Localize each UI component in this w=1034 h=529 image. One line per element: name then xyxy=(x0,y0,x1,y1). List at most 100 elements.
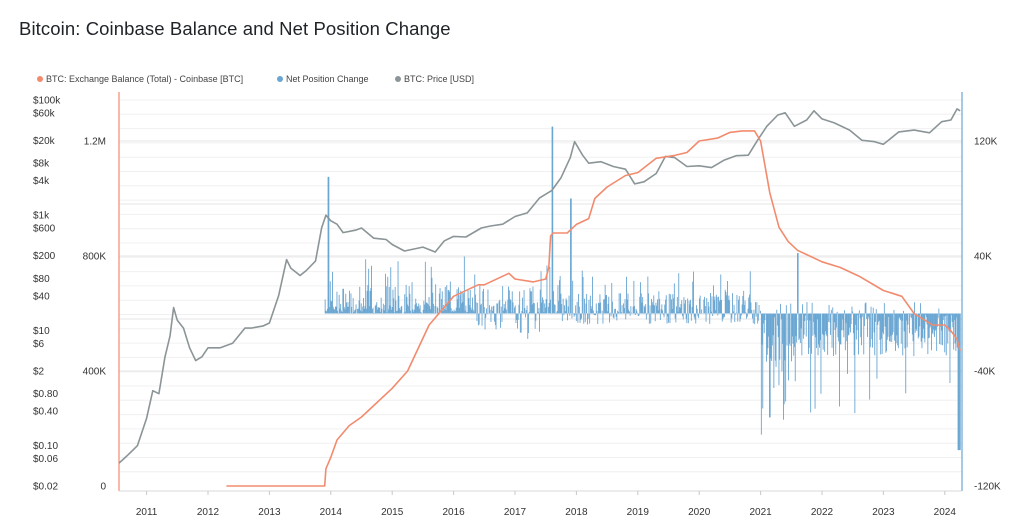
net-position-bar xyxy=(463,293,465,314)
net-position-bar xyxy=(672,294,674,314)
net-position-bar xyxy=(580,313,582,320)
net-position-bar xyxy=(609,312,611,314)
exchange-balance-line xyxy=(226,130,961,487)
net-position-bar xyxy=(659,313,661,320)
net-position-bar xyxy=(541,302,543,314)
net-position-bar xyxy=(348,306,350,314)
net-position-bar xyxy=(892,313,894,333)
net-position-bar xyxy=(732,311,734,314)
net-position-bar xyxy=(928,313,929,339)
net-position-bar xyxy=(363,298,364,314)
net-position-bar xyxy=(522,297,523,314)
net-position-bar xyxy=(663,313,665,318)
net-position-bar xyxy=(780,313,782,320)
net-position-bar xyxy=(472,297,473,314)
net-position-bar xyxy=(774,313,775,318)
net-position-bar xyxy=(651,301,653,314)
net-position-bar xyxy=(340,303,342,314)
net-position-bar xyxy=(520,313,522,333)
net-position-bar xyxy=(940,313,942,345)
net-position-bar xyxy=(503,310,504,314)
net-position-bar xyxy=(485,313,487,318)
net-position-bar xyxy=(934,313,936,331)
balance-tick-label: 400K xyxy=(83,367,107,378)
net-position-bar xyxy=(645,304,647,314)
net-position-bar xyxy=(662,313,664,315)
net-position-bar xyxy=(415,298,417,314)
net-position-bar xyxy=(659,298,661,314)
net-position-bar xyxy=(740,313,742,319)
net-position-bar xyxy=(832,307,834,314)
net-position-bar xyxy=(428,297,430,314)
x-tick-label: 2011 xyxy=(136,507,158,518)
net-position-bar xyxy=(480,304,481,314)
net-position-bar xyxy=(802,313,804,339)
net-position-bar xyxy=(533,303,535,314)
net-position-bar xyxy=(554,304,556,314)
net-position-bar xyxy=(806,302,808,314)
net-position-bar xyxy=(673,298,675,314)
net-position-bar xyxy=(816,313,818,320)
net-position-bar xyxy=(470,307,472,314)
net-position-bar xyxy=(931,313,932,351)
net-position-bar xyxy=(685,313,687,319)
net-position-bar xyxy=(861,313,863,318)
net-position-bar xyxy=(559,276,561,314)
net-position-bar xyxy=(690,299,691,314)
net-position-bar xyxy=(600,302,602,314)
net-position-bar xyxy=(640,282,641,314)
net-position-bar xyxy=(403,312,405,314)
net-position-bar xyxy=(578,293,579,314)
net-position-bar xyxy=(393,312,395,314)
net-position-bar xyxy=(558,300,560,314)
net-position-bar xyxy=(925,313,927,315)
net-position-bar xyxy=(538,308,540,314)
net-position-bar xyxy=(606,295,607,314)
net-position-bar xyxy=(442,310,444,314)
net-position-bar xyxy=(408,286,410,314)
net-position-bar xyxy=(842,313,844,331)
legend-label: BTC: Price [USD] xyxy=(404,74,474,84)
net-position-bar xyxy=(839,313,841,345)
net-position-bar xyxy=(427,303,428,314)
net-position-bar xyxy=(343,288,344,314)
net-position-bars xyxy=(324,126,961,451)
net-position-bar xyxy=(534,313,536,329)
net-position-bar xyxy=(414,304,416,314)
net-position-bar xyxy=(362,306,364,314)
net-position-bar xyxy=(584,298,585,314)
net-position-bar xyxy=(473,311,475,314)
x-tick-label: 2020 xyxy=(688,507,711,518)
net-position-bar xyxy=(857,313,859,315)
net-position-bar xyxy=(466,312,468,314)
net-position-bar xyxy=(340,310,342,314)
net-position-bar xyxy=(895,313,897,344)
net-position-bar xyxy=(715,310,717,314)
net-position-bar xyxy=(881,313,882,339)
net-position-bar xyxy=(716,297,718,314)
net-position-bar xyxy=(942,313,943,346)
net-position-bar xyxy=(486,313,488,315)
net-position-bar xyxy=(598,302,599,314)
net-position-bar xyxy=(628,309,630,314)
net-position-bar xyxy=(365,308,367,314)
net-position-bar xyxy=(519,291,521,314)
net-position-bar xyxy=(930,313,932,326)
net-position-bar xyxy=(539,313,540,332)
net-position-bar xyxy=(480,303,482,314)
net-position-bar xyxy=(469,290,471,314)
net-position-bar xyxy=(606,311,608,314)
net-position-bar xyxy=(510,300,512,314)
net-position-bar xyxy=(938,308,940,314)
net-position-bar xyxy=(886,313,887,352)
net-position-bar xyxy=(361,311,363,314)
x-tick-label: 2022 xyxy=(811,507,834,518)
net-position-bar xyxy=(570,198,571,314)
net-position-bar xyxy=(853,313,854,334)
net-position-bar xyxy=(467,290,469,314)
net-position-bar xyxy=(855,313,857,340)
net-position-bar xyxy=(766,313,768,355)
net-position-bar xyxy=(725,291,727,314)
net-position-bar xyxy=(713,300,715,314)
net-position-bar xyxy=(437,308,439,314)
